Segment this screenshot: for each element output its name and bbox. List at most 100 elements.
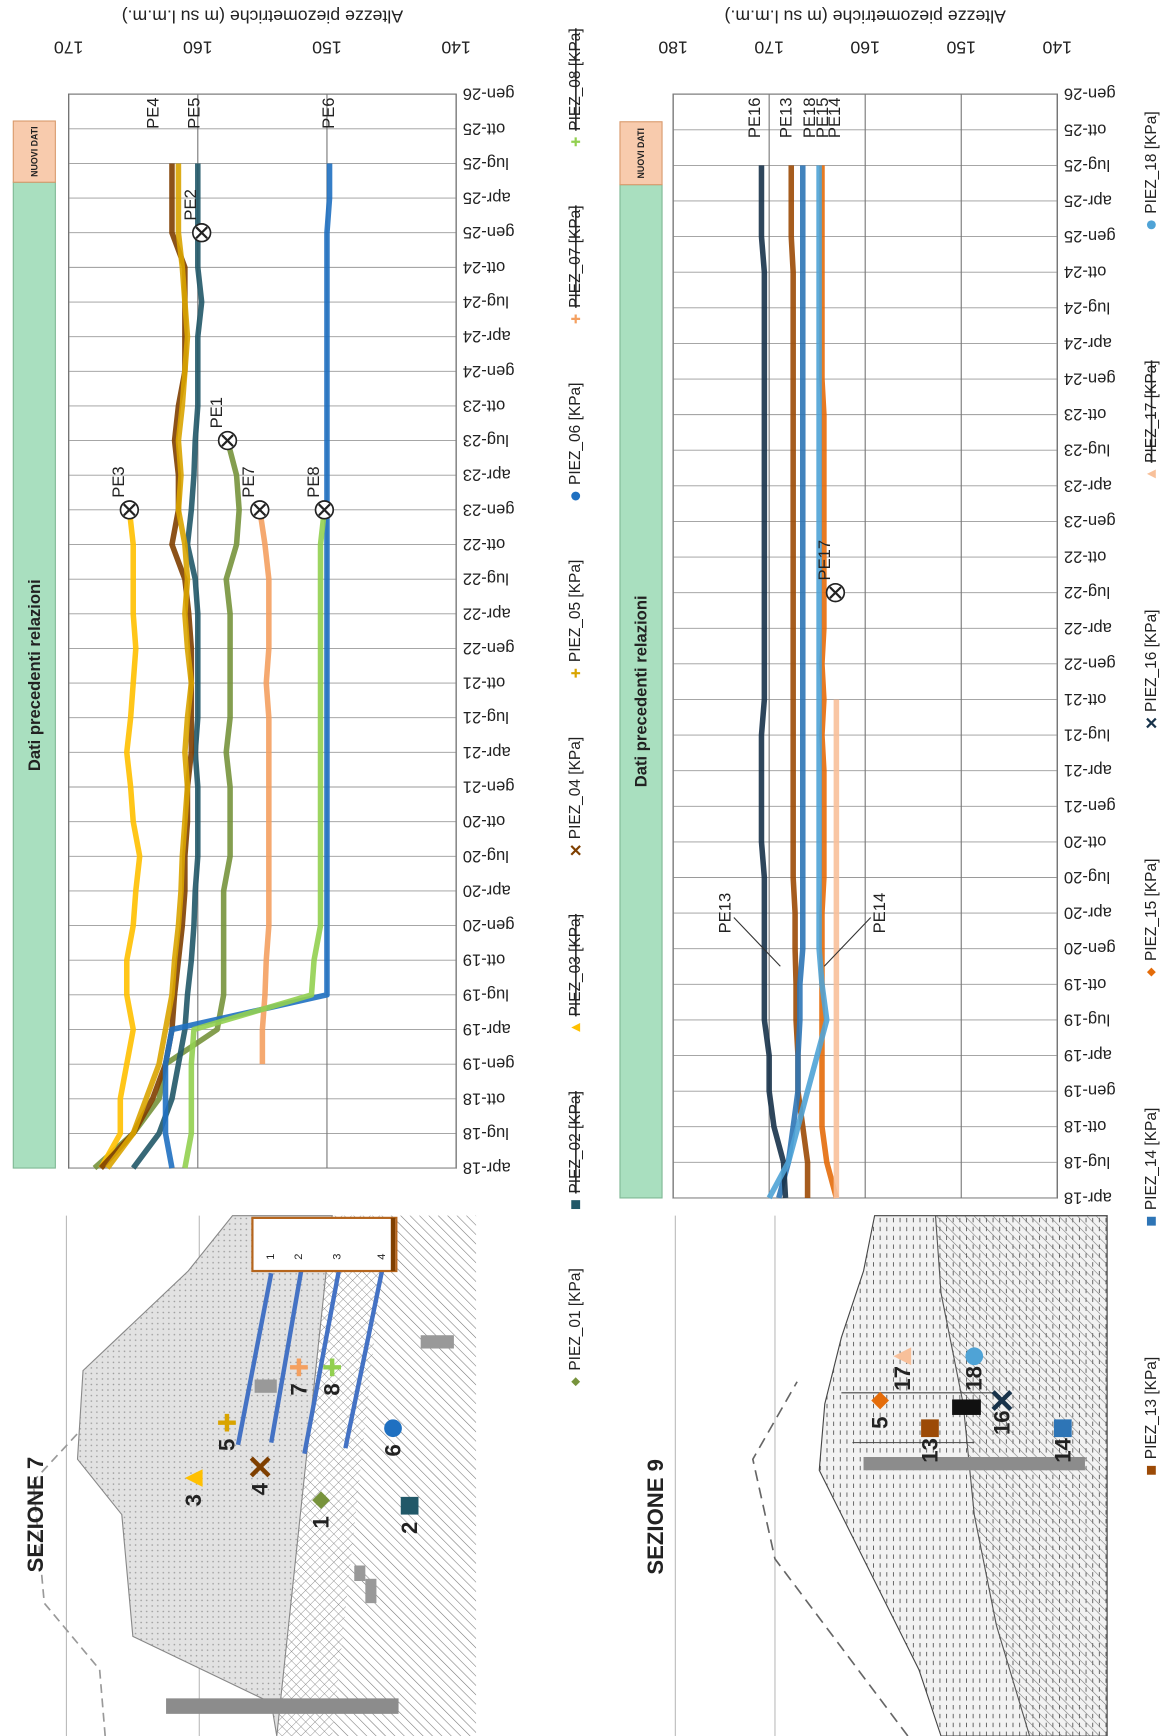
- legend-marker: [571, 668, 581, 678]
- legend-marker: [1146, 967, 1156, 977]
- annotation-label: PE2: [181, 189, 200, 220]
- annotation-label: PE15: [813, 97, 832, 138]
- new-data-bar: [12, 120, 56, 183]
- section-layer-label: 1: [265, 1254, 277, 1260]
- x-tick-label: apr-21: [463, 743, 511, 762]
- x-tick-label: apr-19: [463, 1020, 511, 1039]
- section-title: SEZIONE 9: [643, 1459, 668, 1575]
- section-marker-label: 2: [397, 1522, 422, 1534]
- section-marker: [323, 1358, 341, 1377]
- section-marker: [249, 1456, 271, 1478]
- annotation-label: PE13: [715, 893, 734, 934]
- x-tick-label: gen-22: [1064, 654, 1116, 673]
- legend-label: PIEZ_18 [KPa]: [1143, 111, 1160, 213]
- x-tick-label: gen-19: [463, 1055, 515, 1074]
- rotated-figure: Dati precedenti relazioni NUOVI DATI apr-1…: [12, 7, 1160, 1736]
- x-tick-label: ott-19: [463, 951, 505, 970]
- x-tick-label: ott-18: [1064, 1117, 1106, 1136]
- annotation-label: PE17: [815, 540, 834, 581]
- x-tick-label: gen-23: [463, 500, 515, 519]
- legend-label: PIEZ_04 [KPa]: [567, 737, 584, 839]
- section-marker: [384, 1419, 402, 1438]
- series-line: [98, 509, 143, 1170]
- legend-label: PIEZ_15 [KPa]: [1143, 859, 1160, 961]
- annotation-label: PE8: [304, 466, 323, 497]
- section-marker: [400, 1496, 419, 1515]
- x-tick-label: apr-21: [1064, 761, 1112, 780]
- section-9-drawing: [674, 1215, 1108, 1736]
- x-tick-label: ott-22: [463, 535, 505, 554]
- x-tick-label: apr-22: [1064, 619, 1112, 638]
- annotation-leader: [823, 917, 872, 967]
- x-tick-label: ott-25: [1064, 120, 1106, 139]
- x-tick-label: lug-22: [1064, 583, 1110, 602]
- y-axis-title: Altezze piezometriche (m su l.m.m.): [122, 7, 403, 27]
- section-marker: [218, 1413, 236, 1432]
- x-tick-label: ott-21: [463, 674, 505, 693]
- x-tick-label: gen-25: [463, 223, 515, 242]
- legend-label: PIEZ_13 [KPa]: [1143, 1357, 1160, 1459]
- legend-label: PIEZ_14 [KPa]: [1143, 1108, 1160, 1210]
- x-tick-label: ott-19: [1064, 975, 1106, 994]
- header-text: Dati precedenti relazioni: [25, 579, 44, 771]
- x-tick-label: apr-23: [463, 466, 511, 485]
- x-tick-label: gen-20: [463, 916, 515, 935]
- x-tick-label: ott-24: [463, 258, 505, 277]
- series-line: [788, 165, 811, 1198]
- annotation-label: PE5: [185, 97, 204, 128]
- y-tick-label: 140: [1042, 38, 1072, 58]
- y-tick-label: 170: [54, 38, 84, 58]
- x-tick-label: ott-23: [463, 396, 505, 415]
- series-line: [766, 165, 830, 1200]
- annotation-label: PE14: [870, 893, 889, 934]
- legend-marker: [571, 1377, 581, 1387]
- annotation-cross: [829, 586, 842, 599]
- annotation-label: PE18: [800, 97, 819, 138]
- legend-label: PIEZ_03 [KPa]: [567, 914, 584, 1016]
- series-line: [758, 165, 789, 1199]
- x-tick-label: apr-23: [1064, 476, 1112, 495]
- legend-marker: [1146, 1216, 1156, 1226]
- y-tick-label: 140: [441, 38, 471, 58]
- x-tick-label: apr-25: [1064, 191, 1112, 210]
- x-tick-label: apr-18: [1064, 1188, 1112, 1207]
- x-tick-label: apr-22: [463, 604, 511, 623]
- section-marker-label: 1: [309, 1516, 334, 1528]
- y-tick-label: 170: [754, 38, 784, 58]
- x-tick-label: lug-24: [1064, 298, 1110, 317]
- annotation-label: PE1: [207, 397, 226, 428]
- annotation-label: PE4: [143, 97, 162, 128]
- legend-marker: [1146, 717, 1157, 729]
- legend-marker: [570, 845, 581, 856]
- annotation-label: PE13: [777, 97, 796, 138]
- annotation-label: PE7: [239, 466, 258, 497]
- x-tick-label: ott-20: [1064, 832, 1106, 851]
- x-tick-label: ott-25: [463, 119, 505, 138]
- section-marker-label: 3: [181, 1494, 206, 1506]
- x-tick-label: gen-19: [1064, 1082, 1116, 1101]
- section-marker-label: 14: [1050, 1437, 1075, 1462]
- x-tick-label: apr-24: [1064, 334, 1112, 353]
- legend-marker: [571, 491, 581, 501]
- legend-label: PIEZ_01 [KPa]: [567, 1268, 584, 1370]
- x-tick-label: gen-22: [463, 639, 515, 658]
- section-marker-label: 16: [989, 1410, 1014, 1435]
- x-tick-label: gen-26: [463, 85, 515, 104]
- section-title: SEZIONE 7: [23, 1457, 48, 1573]
- legend-label: PIEZ_07 [KPa]: [567, 205, 584, 307]
- series-line: [182, 509, 328, 1169]
- x-tick-label: lug-21: [1064, 726, 1110, 745]
- legend-label: PIEZ_02 [KPa]: [567, 1091, 584, 1193]
- x-tick-label: lug-25: [1064, 156, 1110, 175]
- x-tick-label: lug-18: [1064, 1153, 1110, 1172]
- section-layer-label: 2: [293, 1254, 305, 1260]
- section-marker-label: 13: [917, 1438, 942, 1463]
- x-tick-label: gen-20: [1064, 939, 1116, 958]
- x-tick-label: ott-20: [463, 812, 505, 831]
- x-tick-label: ott-21: [1064, 690, 1106, 709]
- x-tick-label: apr-19: [1064, 1046, 1112, 1065]
- x-tick-label: apr-20: [1064, 904, 1112, 923]
- annotation-label: PE16: [745, 97, 764, 138]
- x-tick-label: lug-23: [463, 431, 509, 450]
